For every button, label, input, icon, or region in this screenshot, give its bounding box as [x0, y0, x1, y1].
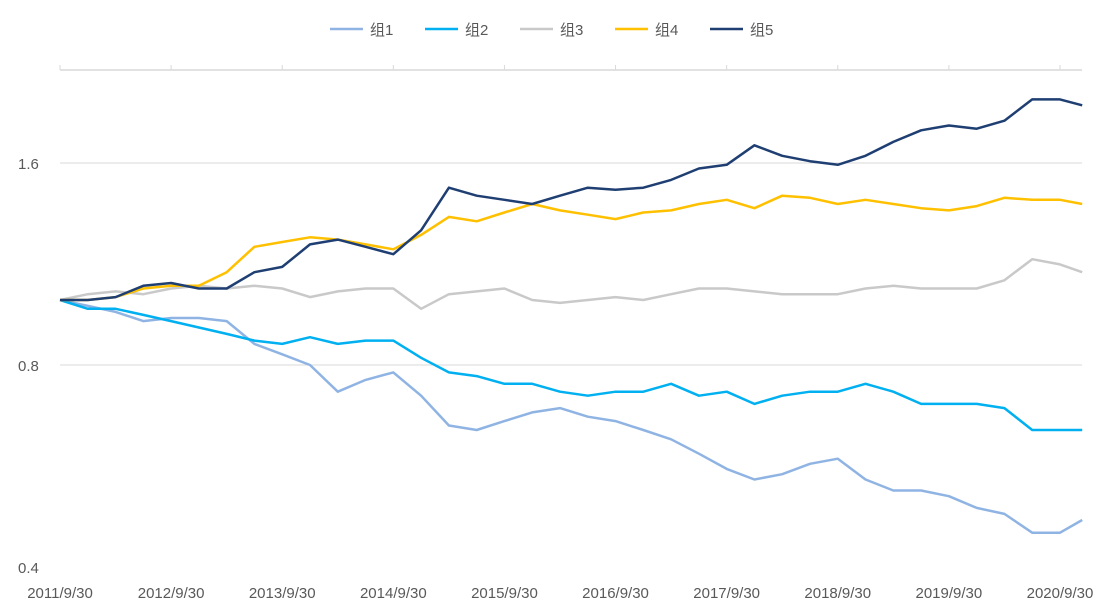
- x-tick-label: 2018/9/30: [804, 585, 871, 602]
- y-tick-label: 0.8: [18, 358, 39, 375]
- x-tick-label: 2014/9/30: [360, 585, 427, 602]
- x-axis: [59, 65, 1082, 71]
- series-line-4: [60, 194, 1083, 302]
- x-tick-label: 2015/9/30: [471, 585, 538, 602]
- legend-item-5: 组5: [710, 22, 773, 39]
- series-line-5: [60, 98, 1083, 302]
- x-tick-label: 2011/9/30: [27, 585, 93, 602]
- gridlines: [60, 162, 1082, 366]
- legend-item-4: 组4: [615, 22, 678, 39]
- x-tick-label: 2016/9/30: [582, 585, 649, 602]
- x-tick-label: 2017/9/30: [693, 585, 760, 602]
- x-tick-label: 2012/9/30: [138, 585, 205, 602]
- y-axis-labels: 0.4 0.8 1.6: [18, 156, 39, 577]
- legend-label: 组2: [465, 22, 488, 39]
- legend-item-2: 组2: [425, 22, 488, 39]
- legend-label: 组1: [370, 22, 393, 39]
- y-tick-label: 1.6: [18, 156, 39, 173]
- series-line-2: [59, 298, 1083, 432]
- series-line-1: [59, 298, 1083, 534]
- series-lines: [59, 98, 1083, 534]
- legend-label: 组3: [560, 22, 583, 39]
- legend-item-1: 组1: [330, 22, 393, 39]
- x-axis-labels: 2011/9/30 2012/9/30 2013/9/30 2014/9/30 2015…: [27, 585, 1093, 602]
- legend-item-3: 组3: [520, 22, 583, 39]
- x-tick-label: 2020/9/30: [1027, 585, 1094, 602]
- legend: 组1 组2 组3 组4 组5: [330, 22, 773, 39]
- legend-label: 组5: [750, 22, 773, 39]
- y-tick-label: 0.4: [18, 560, 39, 577]
- series-line-3: [59, 257, 1083, 311]
- x-tick-label: 2013/9/30: [249, 585, 316, 602]
- x-tick-label: 2019/9/30: [916, 585, 983, 602]
- legend-label: 组4: [655, 22, 678, 39]
